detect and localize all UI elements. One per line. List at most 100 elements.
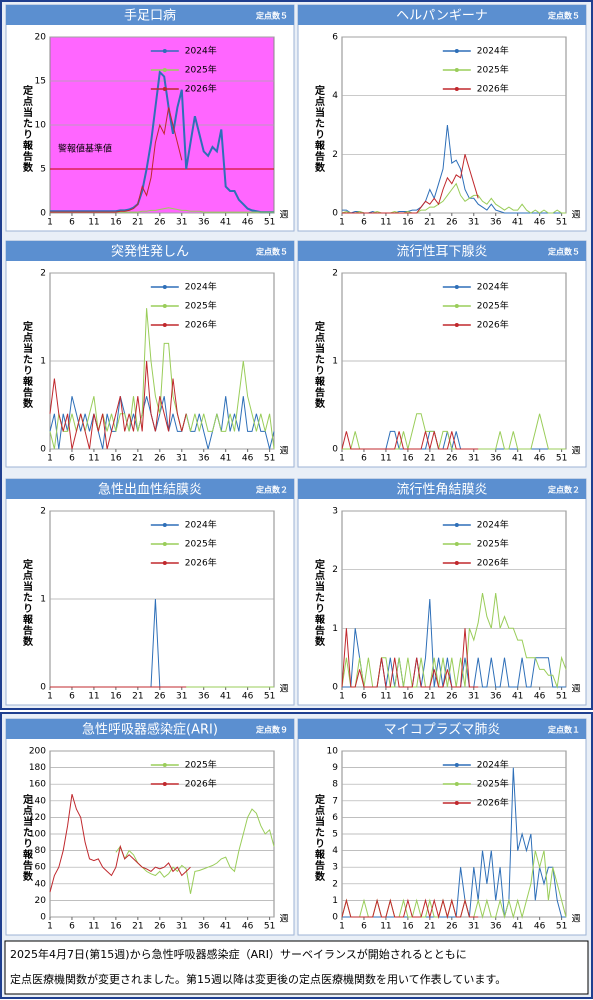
x-tick-label: 21 xyxy=(132,218,143,228)
legend-marker xyxy=(454,801,459,805)
x-tick-label: 46 xyxy=(242,454,254,464)
panel-subtitle: 定点数２ xyxy=(255,485,288,495)
y-tick-label: 1 xyxy=(332,624,338,634)
y-axis-label: 定点当たり報告数 xyxy=(21,320,33,409)
x-tick-label: 36 xyxy=(490,922,502,932)
legend-label: 2024年 xyxy=(477,45,509,57)
x-tick-label: 26 xyxy=(446,454,458,464)
y-tick-label: 0 xyxy=(40,209,46,219)
legend-label: 2025年 xyxy=(185,64,217,76)
note-box xyxy=(4,940,589,995)
legend-label: 2026年 xyxy=(477,797,509,809)
y-tick-label: 0 xyxy=(332,913,338,923)
x-tick-label: 41 xyxy=(220,922,231,932)
legend-label: 2026年 xyxy=(477,319,509,331)
legend-marker xyxy=(162,323,167,327)
y-axis-label: 定点当たり報告数 xyxy=(21,558,33,647)
x-tick-label: 21 xyxy=(424,692,435,702)
x-tick-label: 41 xyxy=(220,454,231,464)
series-line xyxy=(49,794,191,893)
x-tick-label: 16 xyxy=(110,922,122,932)
x-tick-label: 6 xyxy=(69,454,75,464)
panel-title: マイコプラズマ肺炎 xyxy=(384,722,501,738)
x-tick-label: 46 xyxy=(534,922,546,932)
x-tick-label: 26 xyxy=(446,692,458,702)
x-tick-label: 26 xyxy=(154,454,166,464)
x-tick-label: 36 xyxy=(490,692,502,702)
legend-label: 2025年 xyxy=(477,300,509,312)
x-tick-label: 41 xyxy=(512,218,523,228)
y-tick-label: 120 xyxy=(29,813,46,823)
x-tick-label: 41 xyxy=(512,922,523,932)
series-line xyxy=(342,767,566,918)
x-tick-label: 11 xyxy=(380,922,391,932)
panel-subtitle: 定点数５ xyxy=(255,247,288,257)
x-tick-label: 11 xyxy=(88,218,99,228)
x-tick-label: 46 xyxy=(534,692,546,702)
panel-title: 流行性角結膜炎 xyxy=(396,483,487,498)
y-tick-label: 80 xyxy=(35,846,47,856)
x-tick-label: 1 xyxy=(339,454,345,464)
panel-subtitle: 定点数１ xyxy=(547,725,580,735)
legend-label: 2026年 xyxy=(185,319,217,331)
x-axis-label: 週 xyxy=(279,684,288,695)
x-tick-label: 16 xyxy=(402,922,414,932)
y-tick-label: 2 xyxy=(332,565,338,575)
y-tick-label: 3 xyxy=(332,863,338,873)
x-tick-label: 31 xyxy=(176,692,187,702)
legend-marker xyxy=(454,68,459,72)
legend-label: 2026年 xyxy=(185,778,217,790)
x-tick-label: 36 xyxy=(198,692,210,702)
x-tick-label: 26 xyxy=(446,922,458,932)
x-tick-label: 51 xyxy=(264,218,275,228)
x-tick-label: 31 xyxy=(176,454,187,464)
y-axis-label: 定点当たり報告数 xyxy=(21,84,33,173)
y-tick-label: 3 xyxy=(332,507,338,517)
legend-label: 2024年 xyxy=(185,45,217,57)
legend-marker xyxy=(162,49,167,53)
note-line: 2025年4月7日(第15週)から急性呼吸器感染症（ARI）サーベイランスが開始… xyxy=(10,947,467,961)
x-tick-label: 6 xyxy=(361,218,367,228)
x-axis-label: 週 xyxy=(279,446,288,457)
x-tick-label: 51 xyxy=(556,922,567,932)
y-tick-label: 0 xyxy=(40,683,46,693)
x-tick-label: 31 xyxy=(468,692,479,702)
y-tick-label: 60 xyxy=(35,863,47,873)
legend-label: 2026年 xyxy=(477,557,509,569)
panel-subtitle: 定点数５ xyxy=(547,11,580,21)
y-tick-label: 40 xyxy=(35,879,47,889)
y-tick-label: 1 xyxy=(332,357,338,367)
y-tick-label: 15 xyxy=(35,77,46,87)
x-tick-label: 51 xyxy=(556,454,567,464)
legend-label: 2026年 xyxy=(185,557,217,569)
x-axis-label: 週 xyxy=(571,684,580,695)
y-tick-label: 20 xyxy=(35,33,47,43)
x-tick-label: 11 xyxy=(380,454,391,464)
legend-marker xyxy=(162,68,167,72)
x-tick-label: 6 xyxy=(69,692,75,702)
x-tick-label: 41 xyxy=(512,454,523,464)
x-tick-label: 16 xyxy=(402,454,414,464)
y-tick-label: 1 xyxy=(332,896,338,906)
x-tick-label: 51 xyxy=(556,218,567,228)
y-tick-label: 4 xyxy=(332,91,338,101)
legend-marker xyxy=(454,87,459,91)
y-tick-label: 6 xyxy=(332,813,338,823)
y-tick-label: 7 xyxy=(332,796,338,806)
series-line xyxy=(50,107,183,213)
legend-marker xyxy=(454,763,459,767)
threshold-label: 警報値基準値 xyxy=(58,143,112,155)
legend-marker xyxy=(162,763,167,767)
series-line xyxy=(342,154,479,214)
y-tick-label: 0 xyxy=(332,683,338,693)
x-tick-label: 16 xyxy=(110,218,122,228)
panel-header xyxy=(6,719,294,739)
legend-label: 2025年 xyxy=(477,778,509,790)
x-tick-label: 31 xyxy=(468,218,479,228)
x-tick-label: 46 xyxy=(534,454,546,464)
y-tick-label: 5 xyxy=(40,165,46,175)
x-axis-label: 週 xyxy=(279,914,288,925)
series-line xyxy=(49,308,275,450)
panel-header xyxy=(298,5,586,25)
panel-title: 突発性発しん xyxy=(111,244,189,260)
